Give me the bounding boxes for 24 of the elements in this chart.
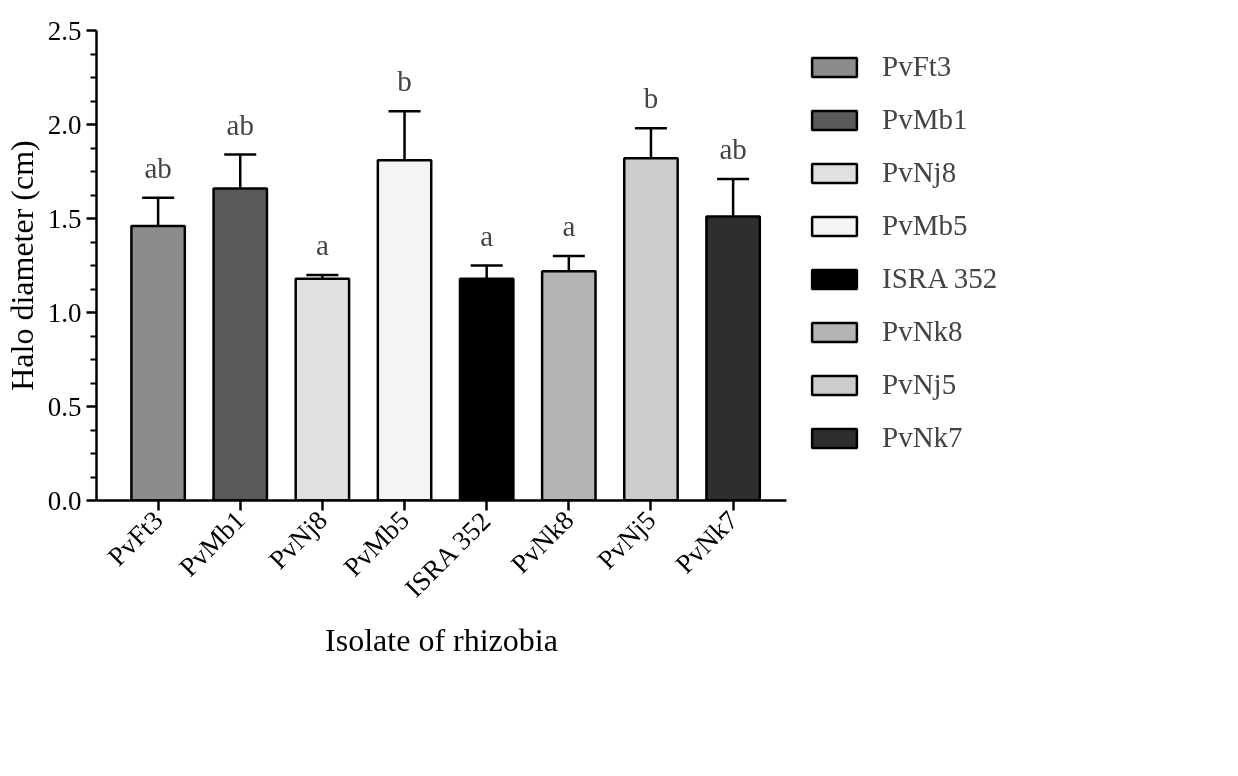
annotation: ab	[719, 133, 747, 166]
annotation: a	[562, 210, 576, 243]
legend-label: PvFt3	[882, 50, 952, 83]
legend-label: PvNj5	[882, 368, 957, 401]
y-tick-label: 0.5	[47, 391, 82, 422]
y-tick-label: 2.5	[47, 15, 82, 46]
y-tick-label: 1.0	[47, 297, 82, 328]
annotation: b	[643, 82, 659, 115]
legend-label: PvMb1	[882, 103, 968, 136]
legend-label: PvNk7	[882, 421, 963, 454]
y-tick-label: 0.0	[47, 485, 82, 516]
annotation: ab	[226, 108, 254, 141]
x-axis-title: Isolate of rhizobia	[325, 621, 558, 658]
y-tick-label: 1.5	[47, 203, 82, 234]
legend-label: PvNk8	[882, 315, 963, 348]
y-axis-title: Halo diameter (cm)	[3, 140, 40, 391]
annotation: b	[397, 65, 412, 98]
legend-label: PvNj8	[882, 156, 957, 189]
legend-label: PvMb5	[882, 209, 968, 242]
legend-label: ISRA 352	[882, 262, 998, 295]
y-tick-label: 2.0	[47, 109, 82, 140]
annotation: ab	[144, 151, 172, 184]
annotation: a	[480, 219, 494, 252]
annotation: a	[315, 228, 329, 261]
